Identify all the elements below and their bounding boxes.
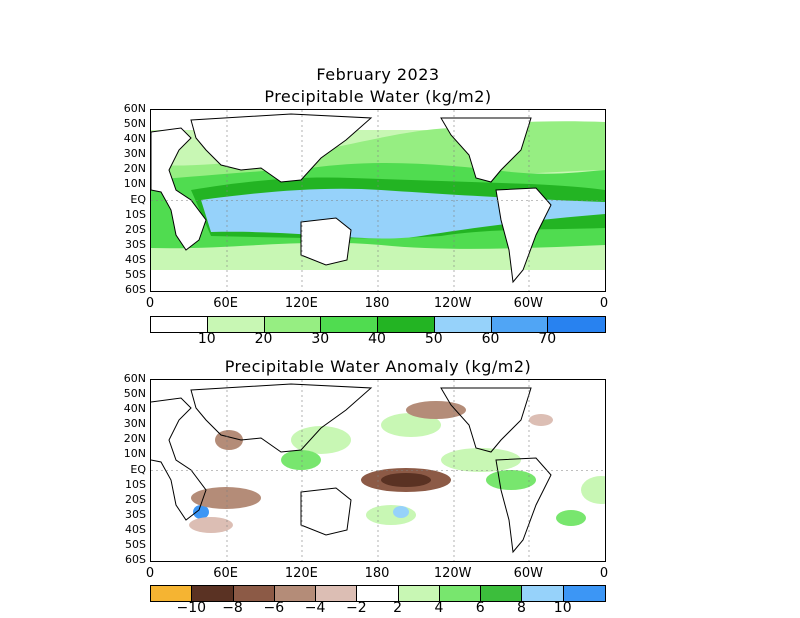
bottom-colorbar-label: 10 <box>553 600 572 616</box>
bottom-lat-label: 20N <box>123 432 146 446</box>
top-colorbar-swatch <box>378 317 435 332</box>
top-lat-label: 20S <box>125 222 146 236</box>
bottom-colorbar-swatch <box>192 586 234 601</box>
bottom-colorbar-swatch <box>316 586 358 601</box>
bottom-lon-label: 0 <box>599 566 609 581</box>
top-north-america <box>440 117 532 183</box>
bottom-colorbar-label: −10 <box>176 600 207 616</box>
bottom-lon-label: 60W <box>513 566 544 581</box>
bottom-lon-label: 60E <box>213 566 239 581</box>
top-lat-label: 60S <box>125 283 146 296</box>
top-lon-label: 0 <box>599 296 609 311</box>
top-grid <box>151 110 605 291</box>
top-colorbar-swatch <box>207 317 265 332</box>
bottom-colorbar-swatch <box>233 586 275 601</box>
top-map-svg <box>151 110 605 291</box>
top-colorbar-label: 50 <box>424 331 443 347</box>
top-australia <box>300 217 352 266</box>
top-africa <box>151 127 207 251</box>
top-lat-label: 20N <box>123 162 146 176</box>
top-title-line2: Precipitable Water (kg/m2) <box>264 87 492 106</box>
top-colorbar-swatch <box>321 317 378 332</box>
top-colorbar <box>150 316 606 333</box>
top-lon-label: 120E <box>284 296 318 311</box>
top-south-america <box>495 187 552 284</box>
top-lat-label: 50N <box>123 117 146 131</box>
top-colorbar-label: 60 <box>481 331 500 347</box>
top-lat-label: 30S <box>125 237 146 251</box>
bottom-map <box>150 379 606 562</box>
bottom-lat-label: 10S <box>125 477 146 491</box>
top-colorbar-swatch <box>434 317 492 332</box>
bottom-colorbar-label: −8 <box>222 600 243 616</box>
top-colorbar-label: 70 <box>538 331 557 347</box>
bottom-lat-label: 50S <box>125 537 146 551</box>
top-lat-label: 40N <box>123 132 146 146</box>
top-continents <box>151 113 552 284</box>
bottom-continents <box>151 383 552 554</box>
top-lat-label: 50S <box>125 267 146 281</box>
bottom-colorbar-label: −6 <box>263 600 285 616</box>
top-colorbar-swatch <box>151 317 208 332</box>
bottom-colorbar-label: 6 <box>475 600 485 616</box>
bottom-lon-label: 180 <box>364 566 390 581</box>
top-lat-label: 10S <box>125 207 146 221</box>
bottom-colorbar-swatch <box>151 586 193 601</box>
bottom-colorbar-swatch <box>398 586 440 601</box>
bottom-colorbar-swatch <box>274 586 317 601</box>
top-lat-label: EQ <box>130 192 146 206</box>
top-lat-label: 40S <box>125 252 146 266</box>
bottom-colorbar-label: −2 <box>346 600 367 616</box>
bottom-lat-label: 60N <box>123 372 146 385</box>
top-eurasia <box>190 113 373 183</box>
top-colorbar-label: 10 <box>197 331 216 347</box>
bottom-lat-label: 60S <box>125 553 146 566</box>
bottom-lon-label: 120W <box>433 566 472 581</box>
bottom-lon-label: 0 <box>145 566 155 581</box>
bottom-lat-label: 10N <box>123 447 146 461</box>
bottom-colorbar-label: 2 <box>393 600 403 616</box>
top-colorbar-swatch <box>491 317 549 332</box>
bottom-colorbar-swatch <box>357 586 399 601</box>
top-lon-label: 0 <box>145 296 155 311</box>
bottom-colorbar-swatch <box>522 586 564 601</box>
bottom-colorbar-swatch <box>439 586 482 601</box>
top-lat-label: 10N <box>123 177 146 191</box>
bottom-colorbar-swatch <box>563 586 605 601</box>
top-colorbar-label: 30 <box>311 331 330 347</box>
bottom-map-svg <box>151 380 605 561</box>
top-title-line1: February 2023 <box>316 65 440 84</box>
bottom-colorbar-label: −4 <box>304 600 326 616</box>
bottom-colorbar-label: 8 <box>516 600 526 616</box>
bottom-anomaly-negative <box>189 401 553 533</box>
top-lon-label: 60W <box>513 296 544 311</box>
top-colorbar-label: 40 <box>368 331 386 347</box>
bottom-lat-label: 50N <box>123 387 146 401</box>
bottom-lon-label: 120E <box>284 566 318 581</box>
top-colorbar-swatch <box>548 317 605 332</box>
top-lon-label: 120W <box>433 296 472 311</box>
bottom-lat-label: 30S <box>125 507 146 521</box>
top-lat-label: 30N <box>123 147 146 161</box>
bottom-colorbar <box>150 585 606 602</box>
top-colorbar-swatch <box>264 317 322 332</box>
bottom-lat-label: 30N <box>123 417 146 431</box>
bottom-lat-label: 40N <box>123 402 146 416</box>
top-lon-label: 60E <box>213 296 239 311</box>
bottom-colorbar-swatch <box>481 586 523 601</box>
top-lat-label: 60N <box>123 102 146 115</box>
bottom-lat-label: 40S <box>125 522 146 536</box>
top-lon-label: 180 <box>364 296 390 311</box>
bottom-grid <box>151 380 605 561</box>
top-colorbar-label: 20 <box>254 331 273 347</box>
bottom-lat-label: 20S <box>125 492 146 506</box>
bottom-lat-label: EQ <box>130 462 146 476</box>
bottom-anomaly-positive <box>193 413 605 526</box>
top-map <box>150 109 606 292</box>
bottom-title: Precipitable Water Anomaly (kg/m2) <box>224 357 532 376</box>
bottom-colorbar-label: 4 <box>434 600 444 616</box>
